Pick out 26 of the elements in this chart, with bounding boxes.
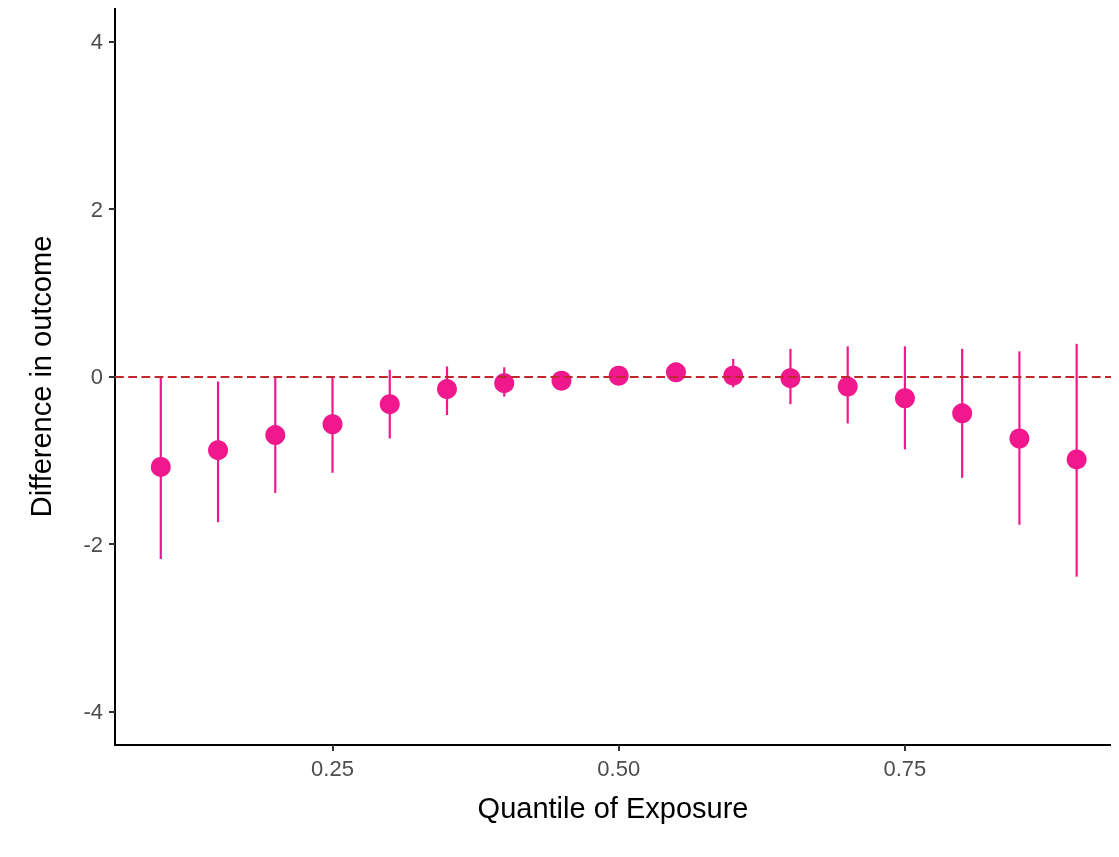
y-axis-title: Difference in outcome — [24, 235, 57, 518]
point — [665, 362, 686, 383]
point — [551, 370, 572, 391]
point — [494, 373, 515, 394]
x-tick-label: 0.50 — [597, 755, 641, 781]
point — [837, 376, 858, 397]
y-tick-label: 4 — [90, 29, 103, 54]
point — [894, 388, 915, 409]
point — [322, 414, 343, 435]
x-axis-title: Quantile of Exposure — [477, 791, 749, 824]
point — [780, 368, 801, 389]
point — [1066, 449, 1087, 470]
point — [379, 394, 400, 415]
point — [608, 365, 629, 386]
point — [208, 440, 229, 461]
y-tick-label: 0 — [90, 364, 103, 389]
point — [1009, 428, 1030, 449]
y-tick-label: 2 — [90, 196, 103, 222]
y-tick-label: -4 — [83, 699, 103, 724]
x-tick-label: 0.75 — [883, 755, 927, 781]
point — [265, 425, 286, 446]
point — [150, 456, 171, 477]
y-tick-label: -2 — [83, 531, 103, 557]
point — [437, 379, 457, 400]
point — [952, 403, 973, 424]
x-tick-label: 0.25 — [311, 755, 354, 781]
